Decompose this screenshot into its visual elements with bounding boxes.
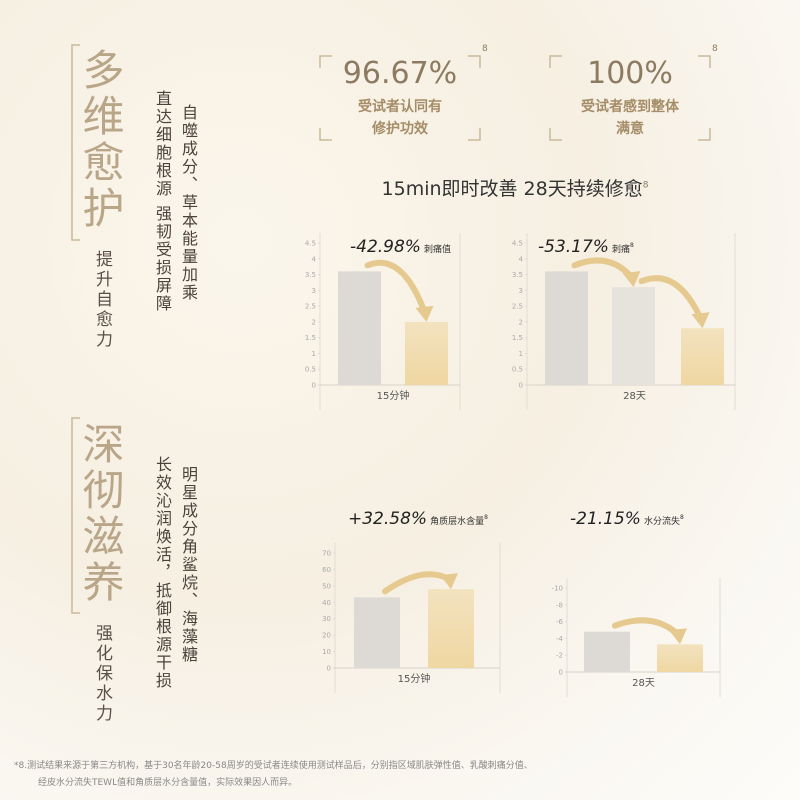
footnote-line: 经皮水分流失TEWL值和角质层水分含量值，实际效果因人而异。 — [38, 778, 298, 788]
bar — [681, 328, 724, 385]
y-tick-label: -2 — [556, 652, 563, 660]
category-label: 15分钟 — [377, 389, 410, 402]
stat-value: 96.67% — [342, 56, 458, 91]
stat-value: 100% — [587, 56, 673, 91]
y-tick-label: -6 — [556, 618, 564, 626]
y-tick-label: 50 — [322, 582, 331, 590]
y-tick-label: 0 — [519, 382, 523, 390]
section-subtitle: 强化保水力 — [92, 624, 112, 724]
y-tick-label: -8 — [556, 601, 563, 609]
note-mark: 8 — [630, 242, 634, 249]
y-tick-label: 3.5 — [305, 271, 316, 279]
y-tick-label: 1.5 — [512, 334, 523, 342]
section-title: 深彻滋养 — [76, 422, 125, 606]
bar — [338, 271, 381, 385]
desc-line: 长效沁润焕活，抵御根源干损 — [153, 456, 172, 690]
note-mark: 8 — [642, 180, 649, 191]
y-tick-label: 20 — [322, 632, 331, 640]
y-tick-label: 70 — [322, 550, 331, 558]
y-tick-label: 0.5 — [512, 366, 523, 374]
stat-label: 修护功效 — [372, 121, 428, 137]
y-tick-label: -10 — [552, 585, 563, 593]
footnote: *8.测试结果来源于第三方机构，基于30名年龄20-58周岁的受试者连续使用测试… — [14, 758, 533, 792]
headline: 15min即时改善 28天持续修愈8 — [300, 174, 730, 201]
bar — [354, 597, 400, 668]
note-mark: 8 — [484, 514, 488, 521]
arrow — [382, 571, 452, 595]
arrow — [638, 275, 704, 322]
y-tick-label: 3.5 — [512, 271, 523, 279]
annotation-value: -53.17% — [538, 237, 609, 257]
annotation-label: 角质层水含量 — [430, 515, 484, 527]
y-tick-label: 2.5 — [512, 303, 523, 311]
y-tick-label: 3 — [519, 287, 523, 295]
section-title: 多维愈护 — [76, 48, 125, 232]
annotation: +32.58% 角质层水含量8 — [348, 509, 488, 529]
y-tick-label: 0.5 — [305, 366, 316, 374]
stat-label: 受试者感到整体 — [581, 99, 679, 115]
annotation: -42.98% 刺痛值 — [350, 237, 451, 257]
y-tick-label: 2 — [519, 318, 523, 326]
bar — [657, 644, 703, 672]
bar — [584, 631, 630, 672]
headline-text: 15min即时改善 28天持续修愈 — [381, 178, 643, 200]
y-tick-label: 4.5 — [512, 240, 523, 248]
note-mark: 8 — [680, 514, 684, 521]
y-tick-label: 0 — [312, 382, 316, 390]
annotation: -53.17% 刺痛8 — [538, 237, 634, 257]
category-label: 15分钟 — [398, 672, 431, 685]
arrow-head — [669, 628, 687, 645]
stat-label: 满意 — [616, 121, 644, 137]
desc-line: 直达细胞根源 强韧受损屏障 — [153, 90, 172, 314]
arrow-head — [415, 305, 434, 322]
desc-line: 明星成分角鲨烷、海藻糖 — [179, 466, 198, 664]
y-tick-label: 4 — [312, 255, 317, 263]
y-tick-label: 2 — [312, 318, 316, 326]
y-tick-label: 4 — [519, 255, 524, 263]
footnote-line: *8.测试结果来源于第三方机构，基于30名年龄20-58周岁的受试者连续使用测试… — [14, 761, 533, 771]
annotation: -21.15% 水分流失8 — [570, 509, 684, 529]
note-mark: 8 — [712, 44, 718, 54]
y-tick-label: 0 — [327, 665, 331, 673]
annotation-value: -42.98% — [350, 237, 421, 257]
bar — [545, 271, 588, 385]
decor — [71, 44, 711, 614]
annotation-label: 刺痛值 — [424, 243, 451, 255]
arrow-head — [622, 271, 641, 288]
arrow-head — [691, 312, 710, 329]
y-tick-label: 1 — [519, 350, 523, 358]
bar — [405, 321, 448, 385]
y-tick-label: 1.5 — [305, 334, 316, 342]
y-tick-label: 60 — [322, 566, 331, 574]
y-tick-label: 10 — [322, 648, 331, 656]
annotation-label: 水分流失 — [644, 515, 680, 527]
bar — [612, 287, 655, 385]
y-tick-label: 4.5 — [305, 240, 316, 248]
y-tick-label: 40 — [322, 599, 331, 607]
y-tick-label: -4 — [556, 635, 564, 643]
arrow-head — [440, 573, 458, 590]
category-label: 28天 — [623, 391, 646, 402]
annotation-value: +32.58% — [348, 509, 427, 529]
category-label: 28天 — [632, 678, 655, 689]
annotation-value: -21.15% — [570, 509, 641, 529]
bar — [428, 589, 474, 668]
annotation-label: 刺痛 — [612, 243, 630, 255]
y-tick-label: 0 — [559, 669, 563, 677]
stat-label: 受试者认同有 — [358, 99, 442, 115]
y-tick-label: 3 — [312, 287, 316, 295]
y-tick-label: 1 — [312, 350, 316, 358]
arrow — [364, 259, 428, 315]
section-subtitle: 提升自愈力 — [92, 250, 112, 350]
y-tick-label: 30 — [322, 615, 331, 623]
y-tick-label: 2.5 — [305, 303, 316, 311]
note-mark: 8 — [482, 44, 488, 54]
desc-line: 自噬成分、草本能量加乘 — [179, 104, 198, 302]
